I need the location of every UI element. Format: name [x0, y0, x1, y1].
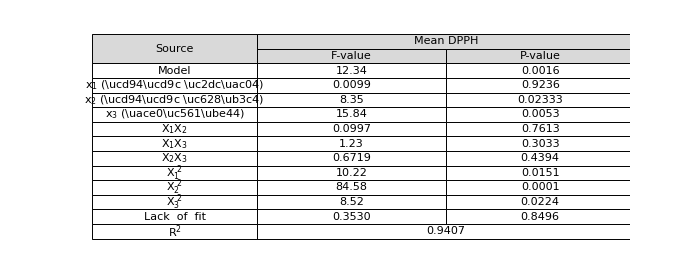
Text: 1.23: 1.23 — [340, 139, 364, 149]
Bar — [258, 210, 446, 224]
Bar — [258, 136, 446, 151]
Text: Model: Model — [158, 66, 191, 76]
Text: 8.35: 8.35 — [340, 95, 364, 105]
Text: 0.0016: 0.0016 — [521, 66, 559, 76]
Bar — [92, 136, 258, 151]
Bar — [258, 107, 446, 122]
Text: 0.8496: 0.8496 — [521, 212, 560, 222]
Text: 8.52: 8.52 — [340, 197, 364, 207]
Bar — [446, 136, 634, 151]
Bar — [446, 122, 634, 136]
Bar — [258, 63, 446, 78]
Text: $\mathregular{X_3^{\ 2}}$: $\mathregular{X_3^{\ 2}}$ — [167, 192, 183, 212]
Text: Mean DPPH: Mean DPPH — [414, 36, 478, 46]
Bar — [446, 151, 634, 166]
Text: 0.0151: 0.0151 — [521, 168, 559, 178]
Text: 0.9407: 0.9407 — [426, 226, 466, 236]
Bar — [92, 107, 258, 122]
Text: P-value: P-value — [520, 51, 561, 61]
Bar — [258, 78, 446, 93]
Text: 0.3530: 0.3530 — [332, 212, 371, 222]
Bar — [446, 93, 634, 107]
Text: 0.9236: 0.9236 — [521, 80, 560, 90]
Text: Source: Source — [155, 44, 194, 54]
Text: $\mathregular{X_2X_3}$: $\mathregular{X_2X_3}$ — [161, 151, 188, 165]
Bar — [446, 210, 634, 224]
Bar — [258, 49, 446, 63]
Bar — [446, 166, 634, 180]
Bar — [92, 93, 258, 107]
Bar — [258, 151, 446, 166]
Bar — [92, 224, 258, 239]
Text: 0.02333: 0.02333 — [517, 95, 563, 105]
Bar — [258, 180, 446, 195]
Bar — [446, 49, 634, 63]
Text: 0.3033: 0.3033 — [521, 139, 559, 149]
Bar — [92, 63, 258, 78]
Text: $\mathregular{x_1}$ (\ucd94\ucd9c \uc2dc\uac04): $\mathregular{x_1}$ (\ucd94\ucd9c \uc2dc… — [85, 78, 264, 92]
Text: $\mathregular{X_1X_2}$: $\mathregular{X_1X_2}$ — [161, 122, 188, 136]
Text: 0.6719: 0.6719 — [332, 153, 371, 163]
Text: $\mathregular{x_3}$ (\uace0\uc561\ube44): $\mathregular{x_3}$ (\uace0\uc561\ube44) — [104, 108, 244, 121]
Bar — [258, 122, 446, 136]
Bar — [92, 34, 258, 63]
Text: $\mathregular{x_2}$ (\ucd94\ucd9c \uc628\ub3c4): $\mathregular{x_2}$ (\ucd94\ucd9c \uc628… — [85, 93, 265, 107]
Text: 0.0997: 0.0997 — [332, 124, 371, 134]
Bar — [258, 34, 634, 49]
Bar — [446, 63, 634, 78]
Bar — [258, 195, 446, 210]
Text: Lack  of  fit: Lack of fit — [144, 212, 206, 222]
Bar — [446, 195, 634, 210]
Text: 0.7613: 0.7613 — [521, 124, 559, 134]
Text: 0.0053: 0.0053 — [521, 109, 559, 119]
Text: 84.58: 84.58 — [336, 183, 368, 193]
Bar — [92, 195, 258, 210]
Text: $\mathregular{R^2}$: $\mathregular{R^2}$ — [167, 223, 181, 240]
Bar — [92, 122, 258, 136]
Text: 0.0001: 0.0001 — [521, 183, 559, 193]
Text: 0.0224: 0.0224 — [521, 197, 560, 207]
Bar — [258, 224, 634, 239]
Bar — [446, 180, 634, 195]
Text: 0.4394: 0.4394 — [521, 153, 560, 163]
Bar — [92, 166, 258, 180]
Text: 12.34: 12.34 — [336, 66, 368, 76]
Text: $\mathregular{X_2^{\ 2}}$: $\mathregular{X_2^{\ 2}}$ — [167, 178, 183, 197]
Text: 15.84: 15.84 — [336, 109, 368, 119]
Text: $\mathregular{X_1^{\ 2}}$: $\mathregular{X_1^{\ 2}}$ — [167, 163, 183, 183]
Bar — [92, 180, 258, 195]
Bar — [446, 78, 634, 93]
Text: 10.22: 10.22 — [336, 168, 368, 178]
Bar — [92, 151, 258, 166]
Bar — [258, 166, 446, 180]
Bar — [258, 93, 446, 107]
Bar — [92, 210, 258, 224]
Text: F-value: F-value — [331, 51, 372, 61]
Text: $\mathregular{X_1X_3}$: $\mathregular{X_1X_3}$ — [161, 137, 188, 151]
Text: 0.0099: 0.0099 — [332, 80, 371, 90]
Bar — [92, 78, 258, 93]
Bar — [446, 107, 634, 122]
